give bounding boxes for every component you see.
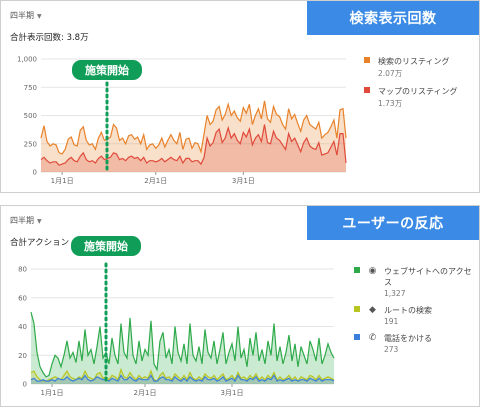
x-tick-label: 2月1日 (144, 177, 167, 185)
dropdown-caret-icon: ▼ (37, 218, 42, 225)
impressions-panel: 四半期 ▼ 合計表示回数: 3.8万 検索表示回数 0 250 500 750 1,000… (0, 0, 480, 193)
legend-item-directions[interactable]: ◆ ルートの検索 191 (354, 305, 476, 326)
series-line-0 (30, 311, 335, 378)
series-line-1 (40, 124, 347, 166)
y-tick-label: 0 (33, 169, 37, 177)
y-tick-label: 40 (18, 323, 27, 331)
impressions-chart: 0 250 500 750 1,000 1月1日 2月1日 3月1日 (17, 56, 347, 185)
legend-swatch (354, 267, 360, 273)
period-selector[interactable]: 四半期 ▼ (10, 215, 42, 226)
legend-label: ルートの検索 (384, 306, 432, 315)
legend-item-phone[interactable]: ✆ 電話をかける 273 (354, 333, 476, 354)
x-tick-label: 3月1日 (232, 177, 255, 185)
actions-banner: ユーザーの反応 (307, 206, 479, 240)
y-tick-label: 500 (24, 112, 37, 120)
series-line-2 (30, 374, 335, 383)
period-label: 四半期 (10, 216, 34, 225)
legend-swatch (354, 334, 360, 340)
legend-swatch (354, 306, 360, 312)
actions-chart: 0 20 40 60 80 1月1日 2月1日 3月1日 (18, 262, 335, 397)
actions-legend: ◉ ウェブサイトへのアクセス 1,327 ◆ ルートの検索 191 ✆ 電話をか… (354, 266, 476, 361)
y-tick-label: 20 (18, 352, 27, 360)
dropdown-caret-icon: ▼ (37, 13, 42, 20)
series-area-2 (31, 375, 334, 384)
y-tick-label: 250 (24, 140, 37, 148)
legend-swatch (364, 57, 370, 63)
total-actions: 合計アクション (10, 238, 70, 248)
legend-value: 1.73万 (378, 99, 403, 108)
y-tick-label: 60 (18, 294, 27, 302)
legend-item-website[interactable]: ◉ ウェブサイトへのアクセス 1,327 (354, 266, 476, 298)
series-area-0 (31, 312, 334, 384)
impressions-banner: 検索表示回数 (307, 1, 479, 35)
series-area-1 (41, 124, 346, 172)
legend-item-maps[interactable]: マップのリスティング 1.73万 (364, 86, 476, 109)
series-line-1 (30, 367, 335, 383)
legend-value: 191 (384, 317, 399, 326)
legend-label: マップのリスティング (378, 87, 458, 96)
measure-start-label: 施策開始 (72, 60, 142, 80)
x-tick-label: 1月1日 (41, 389, 64, 397)
legend-item-search[interactable]: 検索のリスティング 2.07万 (364, 56, 476, 79)
legend-label: 検索のリスティング (378, 57, 450, 66)
directions-icon: ◆ (369, 305, 376, 315)
y-tick-label: 80 (18, 266, 27, 274)
legend-value: 273 (384, 345, 399, 354)
series-line-0 (40, 100, 347, 155)
measure-start-label: 施策開始 (71, 236, 141, 256)
y-tick-label: 1,000 (17, 56, 37, 64)
globe-icon: ◉ (368, 266, 377, 276)
x-tick-label: 1月1日 (51, 177, 74, 185)
legend-label: 電話をかける (384, 334, 432, 343)
period-selector[interactable]: 四半期 ▼ (10, 10, 42, 21)
legend-swatch (364, 87, 370, 93)
y-tick-label: 750 (24, 84, 37, 92)
y-tick-label: 0 (23, 381, 27, 389)
period-label: 四半期 (10, 11, 34, 20)
phone-icon: ✆ (368, 333, 377, 343)
impressions-legend: 検索のリスティング 2.07万 マップのリスティング 1.73万 (364, 56, 476, 116)
legend-value: 1,327 (384, 289, 406, 298)
total-impressions: 合計表示回数: 3.8万 (10, 33, 89, 43)
x-tick-label: 3月1日 (221, 389, 244, 397)
legend-value: 2.07万 (378, 69, 403, 78)
actions-panel: 四半期 ▼ 合計アクション ユーザーの反応 0 20 40 60 80 1月1日 2月1日 3月… (0, 205, 480, 407)
x-tick-label: 2月1日 (134, 389, 157, 397)
legend-label: ウェブサイトへのアクセス (384, 267, 472, 287)
